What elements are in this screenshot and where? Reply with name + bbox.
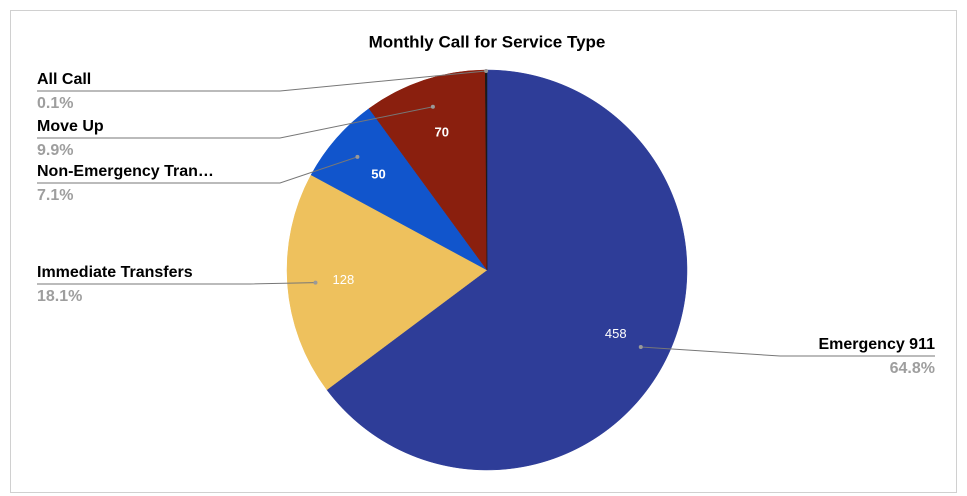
value-label: 128 bbox=[333, 272, 355, 287]
slice-percent: 7.1% bbox=[37, 187, 73, 204]
leader-line bbox=[37, 70, 487, 92]
slice-name: Move Up bbox=[37, 118, 104, 135]
leader-line bbox=[640, 346, 935, 357]
pie-slice bbox=[286, 174, 488, 391]
leader-line bbox=[37, 156, 358, 184]
leader-dot bbox=[638, 345, 643, 350]
leader-line bbox=[37, 282, 316, 285]
slice-name: Non-Emergency Tran… bbox=[37, 163, 214, 180]
value-label: 70 bbox=[434, 125, 448, 140]
leader-dot bbox=[430, 104, 435, 109]
value-label: 50 bbox=[371, 167, 385, 182]
slice-percent: 64.8% bbox=[890, 360, 935, 377]
slice-name: Immediate Transfers bbox=[37, 264, 193, 281]
pie-slice bbox=[326, 69, 688, 471]
slice-name: Emergency 911 bbox=[818, 336, 935, 353]
slice-name: All Call bbox=[37, 71, 91, 88]
leader-dot bbox=[313, 280, 318, 285]
chart-title: Monthly Call for Service Type bbox=[369, 32, 606, 51]
slice-percent: 9.9% bbox=[37, 142, 73, 159]
value-label: 458 bbox=[605, 326, 627, 341]
leader-dot bbox=[484, 69, 489, 74]
leader-line bbox=[37, 106, 434, 139]
slice-percent: 0.1% bbox=[37, 95, 73, 112]
pie-slice bbox=[368, 69, 488, 271]
slice-percent: 18.1% bbox=[37, 288, 82, 305]
leader-dot bbox=[355, 154, 360, 159]
